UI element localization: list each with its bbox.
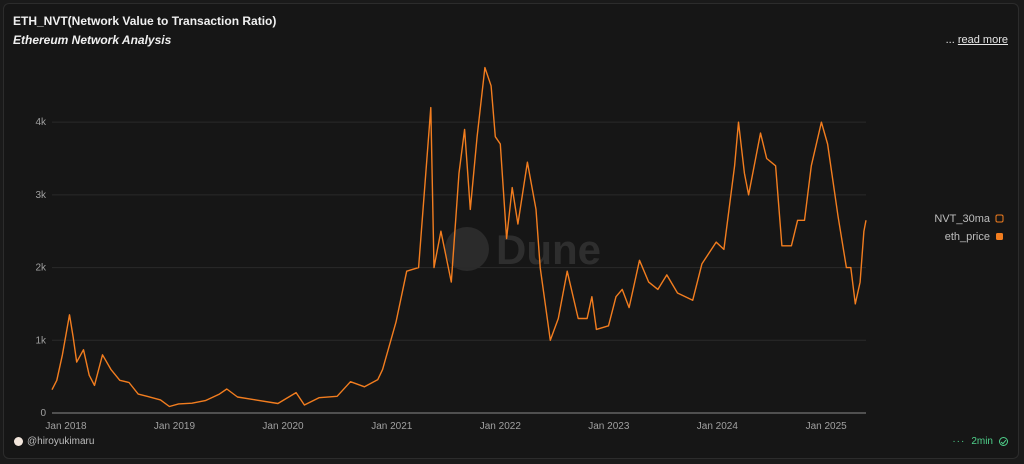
avatar [14, 437, 23, 446]
dune-logo-icon [445, 227, 489, 271]
x-tick-label: Jan 2024 [697, 421, 739, 432]
y-tick-label: 4k [35, 117, 47, 128]
read-more-link[interactable]: read more [957, 34, 1008, 46]
refresh-status[interactable]: ··· 2min [952, 436, 1008, 447]
read-more-ellipsis: ... [945, 34, 955, 46]
x-tick-label: Jan 2020 [262, 421, 304, 432]
y-tick-label: 3k [35, 190, 47, 201]
chart-title: ETH_NVT(Network Value to Transaction Rat… [13, 14, 277, 28]
legend: NVT_30ma eth_price [934, 213, 1004, 243]
x-axis: Jan 2018 Jan 2019 Jan 2020 Jan 2021 Jan 2022… [45, 412, 866, 432]
chart-subtitle: Ethereum Network Analysis [13, 33, 172, 47]
x-tick-label: Jan 2023 [588, 421, 630, 432]
x-tick-label: Jan 2021 [371, 421, 413, 432]
legend-swatch [996, 233, 1003, 240]
series-group [51, 66, 867, 408]
more-icon[interactable]: ··· [952, 436, 966, 447]
check-circle-icon [999, 437, 1008, 446]
watermark: Dune [445, 226, 601, 273]
legend-item-NVT_30ma[interactable]: NVT_30ma [934, 213, 1004, 225]
legend-label: eth_price [945, 231, 990, 243]
legend-label: NVT_30ma [934, 213, 991, 225]
y-tick-label: 0 [40, 408, 46, 419]
chart-panel: ETH_NVT(Network Value to Transaction Rat… [3, 3, 1019, 459]
y-tick-label: 1k [35, 335, 47, 346]
y-tick-label: 2k [35, 263, 47, 274]
series-line-eth_price [51, 66, 867, 408]
x-tick-label: Jan 2019 [154, 421, 196, 432]
author[interactable]: @hiroyukimaru [14, 436, 94, 447]
y-axis: 0 1k 2k 3k 4k [35, 117, 47, 419]
legend-item-eth_price[interactable]: eth_price [945, 231, 1003, 243]
legend-swatch [995, 214, 1004, 223]
read-more: ... read more [946, 34, 1008, 46]
watermark-text: Dune [496, 226, 601, 273]
refresh-time: 2min [971, 436, 993, 447]
x-tick-label: Jan 2018 [45, 421, 87, 432]
author-name: @hiroyukimaru [27, 436, 95, 447]
x-tick-label: Jan 2022 [480, 421, 522, 432]
x-tick-label: Jan 2025 [806, 421, 848, 432]
grid [52, 121, 866, 341]
